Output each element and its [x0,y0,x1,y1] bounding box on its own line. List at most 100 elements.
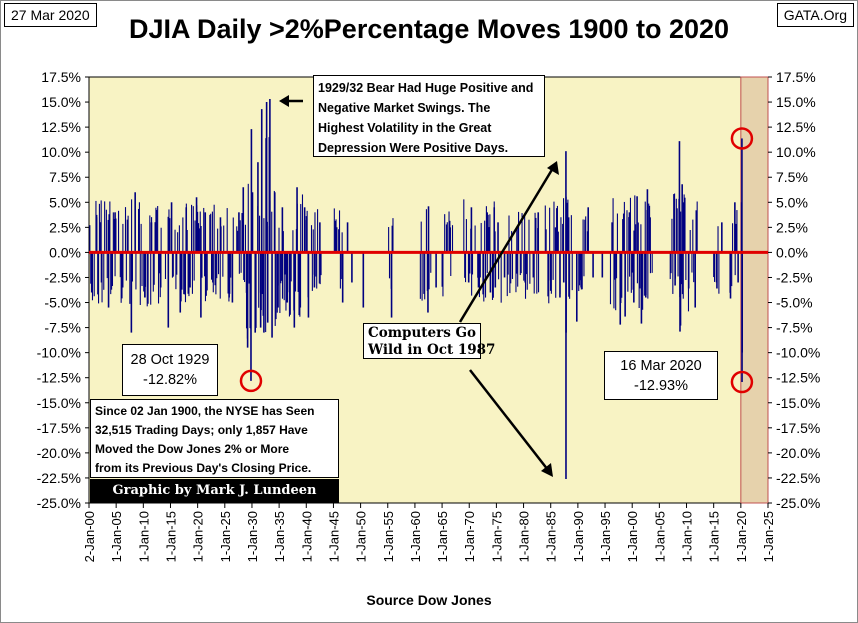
x-tick-label: 1-Jan-65 [435,511,450,562]
y-tick-label: 12.5% [41,119,81,135]
bear-1929-annotation: 1929/32 Bear Had Huge Positive and Negat… [313,75,545,157]
y-tick-label: -20.0% [776,445,820,461]
arrowhead-1987-up [547,161,559,175]
arrowhead-1987-down [541,463,553,477]
annotation-line: Wild in Oct 1987 [368,342,496,358]
annotation-line: Negative Market Swings. The [318,101,491,115]
arrow-1987-down [469,369,549,471]
callout-value: -12.82% [142,372,197,388]
y-tick-label: -2.5% [44,269,81,285]
x-tick-label: 1-Jan-40 [299,511,314,562]
bar-series [89,99,743,479]
y-tick-label: 10.0% [776,144,816,160]
x-tick-label: 1-Jan-95 [598,511,613,562]
x-tick-label: 1-Jan-05 [652,511,667,562]
y-tick-label: 0.0% [776,244,808,260]
annotation-line: Highest Volatility in the Great [318,121,492,135]
annotation-line: 1929/32 Bear Had Huge Positive and [318,81,534,95]
y-tick-label: -12.5% [37,370,81,386]
y-tick-label: 5.0% [49,194,81,210]
y-tick-label: 2.5% [49,219,81,235]
callout-value: -12.93% [633,378,688,394]
y-axis-right: 17.5% 15.0% 12.5% 10.0% 7.5% 5.0% 2.5% 0.0% -2.5… [768,69,820,511]
x-tick-label: 1-Jan-15 [707,511,722,562]
x-tick-label: 1-Jan-45 [326,511,341,562]
y-tick-label: -10.0% [37,345,81,361]
oct-1929-callout: 28 Oct 1929 -12.82% [122,344,218,396]
x-tick-label: 1-Jan-10 [136,511,151,562]
x-tick-label: 1-Jan-80 [517,511,532,562]
callout-date: 16 Mar 2020 [620,358,702,374]
y-tick-label: -7.5% [776,320,813,336]
y-tick-label: -22.5% [776,470,820,486]
x-tick-label: 1-Jan-05 [109,511,124,562]
highlight-circle [730,370,754,394]
highlight-circle [730,127,754,150]
y-tick-label: -5.0% [44,295,81,311]
x-tick-label: 1-Jan-60 [408,511,423,562]
y-tick-label: -25.0% [776,495,820,511]
source-site-label: GATA.Org [776,3,854,27]
y-tick-label: 5.0% [776,194,808,210]
x-tick-label: 1-Jan-50 [354,511,369,562]
annotation-line: Computers Go [368,325,477,341]
y-tick-label: -15.0% [776,395,820,411]
note-line: Moved the Dow Jones 2% or More [95,442,290,456]
x-tick-label: 1-Jan-35 [272,511,287,562]
annotation-arrows [279,95,559,477]
y-tick-label: -12.5% [776,370,820,386]
x-tick-label: 1-Jan-25 [761,511,776,562]
highlight-markers [239,127,754,394]
arrow-1987-up [458,167,555,323]
y-tick-label: -10.0% [776,345,820,361]
chart-title: DJIA Daily >2%Percentage Moves 1900 to 2… [128,14,730,44]
y-tick-label: 17.5% [776,69,816,85]
y-tick-label: 17.5% [41,69,81,85]
y-tick-label: -22.5% [37,470,81,486]
y-tick-label: 15.0% [41,94,81,110]
x-tick-label: 1-Jan-90 [571,511,586,562]
y-tick-label: 12.5% [776,119,816,135]
x-tick-label: 1-Jan-25 [218,511,233,562]
callout-date: 28 Oct 1929 [130,352,210,368]
arrowhead-1929 [279,95,289,107]
y-tick-label: -7.5% [44,320,81,336]
x-tick-label: 1-Jan-20 [734,511,749,562]
y-tick-label: -25.0% [37,495,81,511]
y-tick-label: -20.0% [37,445,81,461]
y-tick-label: 10.0% [41,144,81,160]
y-tick-label: -2.5% [776,269,813,285]
x-tick-label: 1-Jan-10 [680,511,695,562]
x-tick-label: 1-Jan-70 [462,511,477,562]
x-tick-label: 1-Jan-55 [381,511,396,562]
x-tick-label: 1-Jan-75 [489,511,504,562]
x-axis: 2-Jan-00 1-Jan-05 1-Jan-10 1-Jan-15 1-Jan-20… [82,503,776,562]
shaded-2020-region [740,76,769,504]
x-tick-label: 1-Jan-15 [163,511,178,562]
y-tick-label: 0.0% [49,244,81,260]
highlight-circle [239,369,263,393]
y-tick-label: 7.5% [49,169,81,185]
x-tick-label: 2-Jan-00 [82,511,97,562]
x-tick-label: 1-Jan-20 [191,511,206,562]
date-label: 27 Mar 2020 [4,3,97,27]
y-tick-label: -17.5% [776,420,820,436]
note-line: from its Previous Day's Closing Price. [95,461,312,475]
note-line: Since 02 Jan 1900, the NYSE has Seen [95,404,315,418]
trading-days-note: Since 02 Jan 1900, the NYSE has Seen 32,… [90,399,339,478]
graphic-credit: Graphic by Mark J. Lundeen [90,479,339,503]
mar-2020-callout: 16 Mar 2020 -12.93% [604,351,718,400]
x-axis-title: Source Dow Jones [366,592,492,608]
x-tick-label: 1-Jan-85 [544,511,559,562]
y-tick-label: 7.5% [776,169,808,185]
note-line: 32,515 Trading Days; only 1,857 Have [95,423,308,437]
y-tick-label: -15.0% [37,395,81,411]
x-tick-label: 1-Jan-00 [625,511,640,562]
y-axis-left: 17.5% 15.0% 12.5% 10.0% 7.5% 5.0% 2.5% 0.0% -2.5… [37,69,89,511]
y-tick-label: 2.5% [776,219,808,235]
computers-1987-annotation: Computers Go Wild in Oct 1987 [363,323,496,359]
x-tick-label: 1-Jan-30 [245,511,260,562]
y-tick-label: 15.0% [776,94,816,110]
annotation-line: Depression Were Positive Days. [318,141,509,155]
y-tick-label: -17.5% [37,420,81,436]
